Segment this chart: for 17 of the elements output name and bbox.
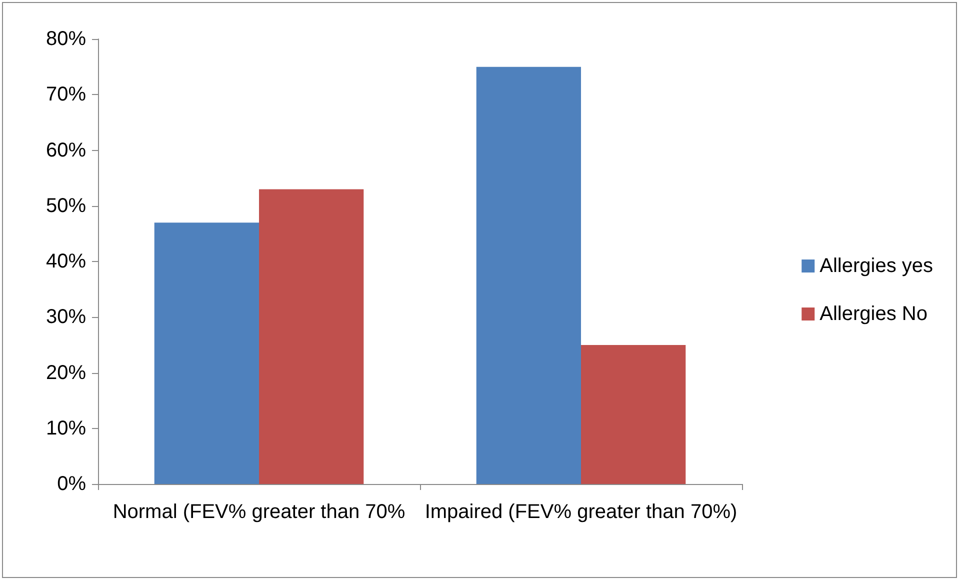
y-tick-label: 10% — [46, 417, 86, 440]
y-tick-label: 70% — [46, 84, 86, 106]
legend-label: Allergies No — [820, 303, 928, 325]
bar — [581, 344, 686, 484]
y-tick-label: 20% — [46, 362, 86, 384]
y-tick-label: 80% — [46, 28, 86, 50]
y-tick-label: 60% — [46, 139, 86, 162]
x-tick-label: Impaired (FEV% greater than 70%) — [424, 501, 738, 523]
y-tick-label: 40% — [46, 250, 86, 272]
x-tick-label: Normal (FEV% greater than 70% — [112, 501, 406, 523]
bar — [476, 66, 581, 484]
y-tick-label: 0% — [57, 473, 86, 495]
y-tick-label: 50% — [46, 194, 86, 217]
y-tick-label: 30% — [46, 306, 86, 328]
bar — [154, 222, 259, 484]
legend-label: Allergies yes — [820, 255, 934, 277]
bar — [259, 189, 364, 484]
